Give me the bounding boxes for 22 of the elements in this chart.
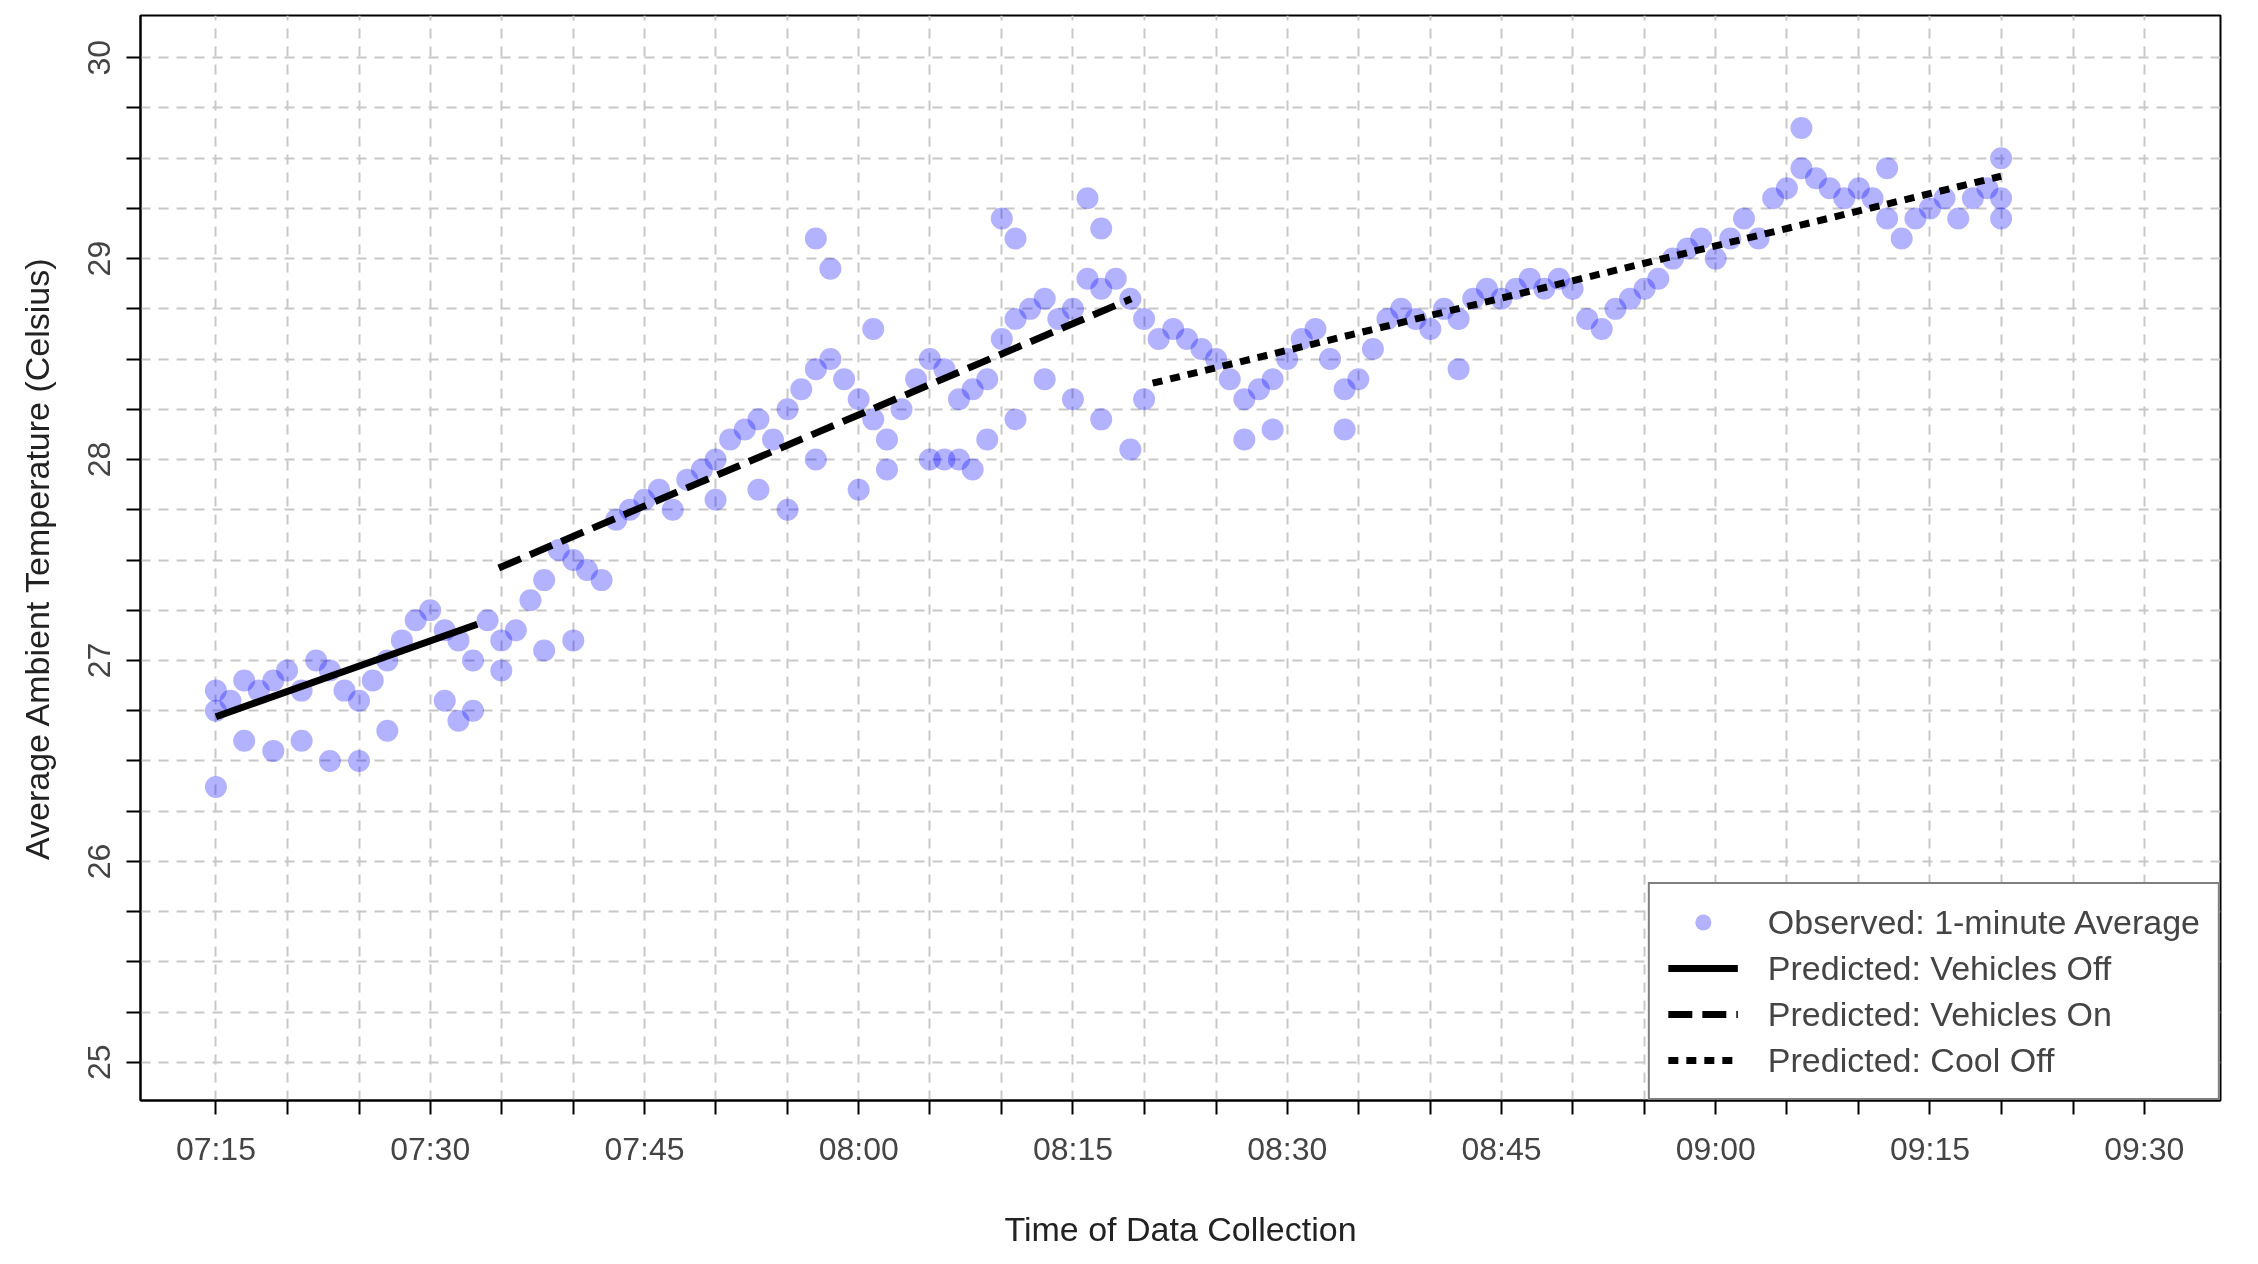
y-tick-label: 27 — [81, 642, 118, 679]
y-tick-label: 28 — [81, 441, 118, 478]
x-tick-label: 08:15 — [1032, 1130, 1113, 1167]
x-tick-label: 09:00 — [1675, 1130, 1756, 1167]
y-tick-label: 25 — [81, 1044, 118, 1081]
y-tick-label: 30 — [81, 39, 118, 76]
legend-label: Predicted: Cool Off — [1767, 1040, 2055, 1080]
y-tick-label: 26 — [81, 843, 118, 880]
legend-label: Predicted: Vehicles On — [1767, 994, 2112, 1034]
x-tick-label: 08:00 — [818, 1130, 899, 1167]
x-tick-label: 08:45 — [1461, 1130, 1542, 1167]
legend-label: Observed: 1-minute Average — [1767, 902, 2200, 942]
x-tick-label: 07:15 — [175, 1130, 256, 1167]
x-tick-label: 09:30 — [2104, 1130, 2185, 1167]
x-axis-title: Time of Data Collection — [1004, 1209, 1357, 1248]
x-tick-label: 07:30 — [390, 1130, 471, 1167]
x-tick-label: 09:15 — [1889, 1130, 1971, 1167]
x-tick-label: 07:45 — [604, 1130, 685, 1167]
y-axis-title: Average Ambient Temperature (Celsius) — [17, 258, 56, 861]
x-tick-label: 08:30 — [1247, 1130, 1328, 1167]
legend-label: Predicted: Vehicles Off — [1767, 948, 2112, 988]
y-tick-label: 29 — [81, 240, 118, 277]
